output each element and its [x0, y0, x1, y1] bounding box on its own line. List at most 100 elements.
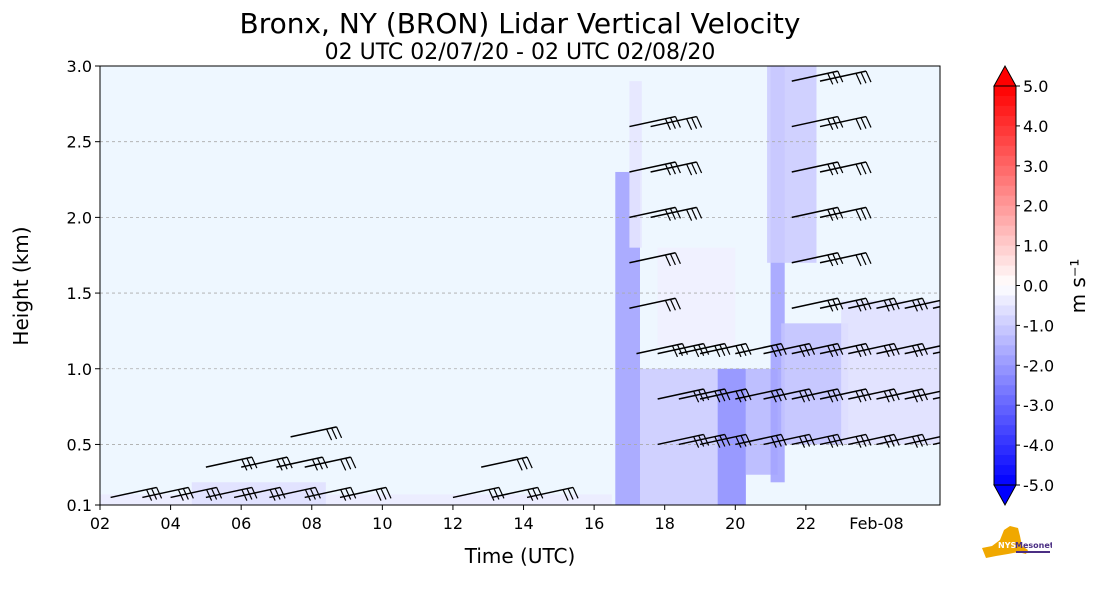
wind-barb-staff [876, 433, 923, 446]
wind-barb-staff [791, 297, 838, 309]
colorbar-tick-label: 2.0 [1023, 197, 1048, 216]
wind-barb-feather [698, 435, 705, 447]
wind-barb-feather [855, 163, 862, 176]
wind-barb-feather [745, 343, 752, 355]
wind-barb [110, 486, 163, 501]
wind-barb-feather [714, 345, 721, 358]
wind-barb-staff [629, 297, 676, 309]
velocity-region [191, 482, 326, 505]
wind-barb-staff [657, 342, 704, 355]
wind-barb-feather [669, 299, 676, 311]
wind-barb [699, 388, 752, 403]
colorbar-segment [994, 365, 1016, 376]
wind-barb-feather [745, 388, 752, 401]
wind-barb-feather [696, 116, 703, 128]
wind-barb-staff [629, 161, 676, 173]
wind-barb-feather [562, 489, 569, 501]
wind-barb-feather [745, 434, 752, 446]
wind-barbs [110, 70, 984, 501]
x-tick-label: 18 [655, 514, 675, 533]
wind-barb-staff [819, 342, 867, 355]
wind-barb-staff [110, 486, 157, 499]
x-axis-label: Time (UTC) [464, 544, 576, 568]
wind-barb-feather [855, 73, 862, 85]
wind-barb-feather [691, 162, 698, 175]
wind-barb [904, 436, 940, 446]
wind-barb-feather [719, 389, 726, 402]
colorbar-segment [994, 165, 1016, 177]
wind-barb-feather [979, 298, 984, 309]
wind-barb-feather [969, 437, 974, 448]
wind-barb-feather [740, 344, 747, 356]
colorbar-segment [994, 215, 1016, 227]
colorbar-max-arrow [993, 64, 1017, 87]
colorbar-segment [994, 465, 1016, 476]
colorbar-tick-label: -4.0 [1023, 436, 1054, 455]
wind-barb-feather [664, 209, 671, 221]
colorbar-segment [994, 175, 1016, 187]
wind-barb-feather [698, 344, 705, 356]
colorbar-segment [994, 395, 1016, 406]
wind-barb-staff [819, 297, 867, 309]
wind-barb-staff [904, 390, 940, 400]
x-tick-label: 22 [796, 514, 816, 533]
wind-barb-staff [904, 299, 940, 309]
wind-barb [481, 456, 533, 471]
wind-barb-feather [696, 207, 703, 219]
wind-barb [791, 433, 844, 448]
wind-barb-staff [269, 486, 316, 499]
wind-barb-feather [375, 489, 382, 501]
wind-barb-feather [740, 389, 747, 402]
wind-barb-staff [678, 433, 725, 446]
wind-barb-feather [345, 458, 352, 470]
velocity-region [767, 66, 817, 263]
wind-barb-feather [946, 299, 951, 310]
wind-barb-staff [819, 252, 867, 264]
wind-barb-staff [629, 252, 676, 264]
wind-barb [629, 206, 681, 221]
wind-barb-feather [336, 426, 343, 439]
wind-barb-staff [791, 70, 838, 82]
wind-barb [290, 426, 343, 441]
colorbar-segment [994, 115, 1016, 127]
wind-barb-feather [691, 117, 698, 129]
wind-barb-feather [281, 458, 288, 470]
wind-barb [904, 390, 946, 402]
wind-barb-feather [703, 434, 710, 446]
wind-barb-staff [657, 433, 704, 446]
wind-barb-feather [979, 344, 984, 355]
x-tick-label: 14 [513, 514, 533, 533]
wind-barb-staff [452, 486, 500, 499]
wind-barb-staff [339, 486, 387, 499]
wind-barb-staff [205, 456, 253, 468]
wind-barb-staff [304, 486, 351, 499]
grid-lines [100, 141, 940, 445]
wind-barb [904, 345, 940, 355]
wind-barb-feather [691, 208, 698, 220]
wind-barb-staff [848, 433, 895, 446]
x-tick-label: 02 [90, 514, 110, 533]
wind-barb-staff [791, 433, 838, 446]
wind-barb-feather [719, 435, 726, 447]
x-tick-label: 08 [302, 514, 322, 533]
wind-barb-feather [671, 345, 679, 358]
x-tick-label: 06 [231, 514, 251, 533]
wind-barb-feather [674, 207, 681, 219]
y-axis-label: Height (km) [9, 226, 33, 345]
wind-barb-feather [216, 487, 223, 499]
colorbar-segment [994, 105, 1016, 117]
wind-barb-staff [699, 388, 747, 400]
colorbar-segment [994, 415, 1016, 426]
wind-barb-feather [516, 459, 523, 471]
wind-barb-feather [724, 388, 731, 401]
wind-barb-feather [151, 488, 158, 500]
wind-barb-staff [848, 388, 895, 400]
wind-barb-feather [941, 391, 946, 402]
wind-barb-feather [693, 345, 700, 358]
wind-barb-feather [241, 459, 248, 471]
colorbar-segment [994, 435, 1016, 446]
wind-barb [269, 486, 321, 501]
colorbar-segment [994, 455, 1016, 466]
wind-barb-feather [855, 209, 862, 221]
wind-barb-staff [650, 206, 697, 219]
